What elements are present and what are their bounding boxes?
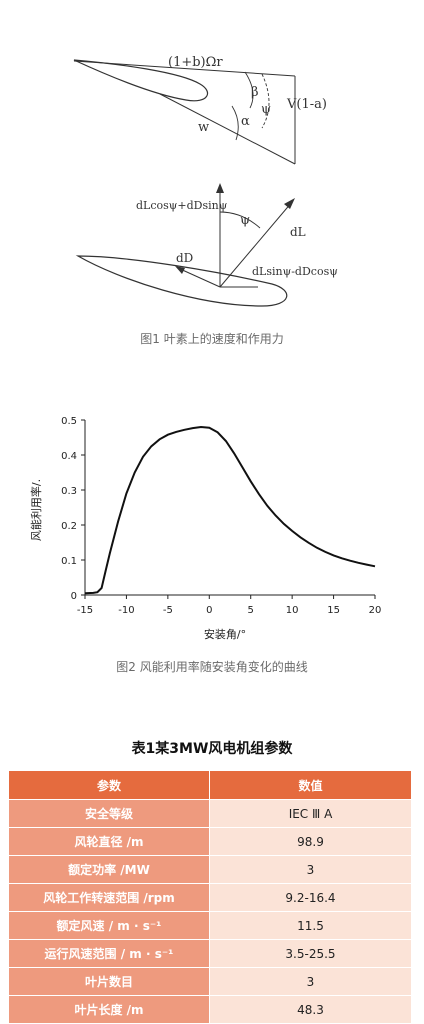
param-cell: 额定风速 / m · s⁻¹ — [8, 911, 210, 940]
lift-arrow — [219, 201, 293, 288]
table-row: 风轮直径 /m 98.9 — [8, 827, 412, 856]
psi-label: ψ — [261, 102, 271, 117]
x-tick-label: -10 — [118, 605, 134, 616]
x-tick-label: -15 — [77, 605, 93, 616]
drag-arrow — [177, 267, 221, 288]
value-cell: IEC Ⅲ A — [209, 799, 412, 828]
beta-arc — [244, 71, 254, 109]
x-tick-label: 0 — [206, 605, 212, 616]
y-axis-label: 风能利用率/. — [29, 479, 43, 541]
value-cell: 3 — [209, 967, 412, 996]
force-tangential-label: dLsinψ-dDcosψ — [252, 265, 338, 278]
param-cell: 叶片长度 /m — [8, 995, 210, 1024]
table-row: 叶片数目 3 — [8, 967, 412, 996]
lower-airfoil — [75, 255, 288, 307]
y-tick-label: 0.3 — [61, 486, 77, 497]
param-cell: 额定功率 /MW — [8, 855, 210, 884]
x-tick-label: 5 — [248, 605, 254, 616]
y-tick-label: 0.2 — [61, 521, 77, 532]
psi-arc — [261, 73, 270, 129]
table-row: 额定风速 / m · s⁻¹ 11.5 — [8, 911, 412, 940]
param-cell: 风轮工作转速范围 /rpm — [8, 883, 210, 912]
power-coefficient-chart: -15 -10 -5 0 5 10 15 20 0 0.1 0.2 0.3 0.4 0.5 安装角/° 风… — [29, 416, 382, 641]
param-cell: 风轮直径 /m — [8, 827, 210, 856]
drag-label: dD — [176, 251, 193, 265]
drag-arrowhead — [175, 266, 185, 274]
lift-label: dL — [290, 225, 306, 239]
table-header-row: 参数 数值 — [8, 770, 412, 800]
y-tick-label: 0.4 — [61, 451, 77, 462]
relative-velocity-label: w — [198, 120, 209, 135]
value-cell: 9.2-16.4 — [209, 883, 412, 912]
force-axial-label: dLcosψ+dDsinψ — [136, 199, 227, 212]
psi2-label: ψ — [240, 213, 250, 228]
figure1-caption: 图1 叶素上的速度和作用力 — [140, 332, 284, 346]
beta-label: β — [251, 85, 259, 100]
header-value: 数值 — [209, 770, 412, 800]
value-cell: 3.5-25.5 — [209, 939, 412, 968]
alpha-label: α — [241, 114, 250, 129]
value-cell: 48.3 — [209, 995, 412, 1024]
blade-element-diagram: (1+b)Ωr V(1-a) w β ψ α dLcosψ+dDsinψ dL … — [73, 55, 338, 307]
x-tick-label: -5 — [163, 605, 173, 616]
alpha-arc — [231, 105, 239, 141]
tangential-label: (1+b)Ωr — [168, 55, 223, 70]
psi2-arc — [219, 211, 261, 229]
x-axis-label: 安装角/° — [204, 627, 246, 641]
table-row: 叶片长度 /m 48.3 — [8, 995, 412, 1024]
table-title: 表1某3MW风电机组参数 — [131, 741, 293, 757]
x-tick-label: 15 — [327, 605, 340, 616]
value-cell: 98.9 — [209, 827, 412, 856]
value-cell: 11.5 — [209, 911, 412, 940]
relative-velocity-line — [159, 93, 296, 165]
header-param: 参数 — [8, 770, 210, 800]
x-tick-label: 10 — [286, 605, 299, 616]
parameter-table: 参数 数值 安全等级 IEC Ⅲ A 风轮直径 /m 98.9 额定功率 /MW 3 … — [8, 770, 412, 1024]
value-cell: 3 — [209, 855, 412, 884]
tangential-velocity-line — [73, 60, 296, 77]
upper-airfoil — [73, 59, 209, 102]
param-cell: 叶片数目 — [8, 967, 210, 996]
table-row: 额定功率 /MW 3 — [8, 855, 412, 884]
y-tick-label: 0.5 — [61, 416, 77, 427]
table-row: 运行风速范围 / m · s⁻¹ 3.5-25.5 — [8, 939, 412, 968]
series-line — [84, 425, 376, 595]
x-tick-label: 20 — [369, 605, 382, 616]
param-cell: 运行风速范围 / m · s⁻¹ — [8, 939, 210, 968]
lift-arrowhead — [284, 198, 295, 209]
axial-label: V(1-a) — [286, 97, 327, 112]
y-tick-label: 0 — [71, 591, 77, 602]
y-tick-label: 0.1 — [61, 556, 77, 567]
force-axial-arrowhead — [216, 183, 224, 193]
table-row: 风轮工作转速范围 /rpm 9.2-16.4 — [8, 883, 412, 912]
figure2-caption: 图2 风能利用率随安装角变化的曲线 — [116, 660, 308, 674]
table-row: 安全等级 IEC Ⅲ A — [8, 799, 412, 828]
param-cell: 安全等级 — [8, 799, 210, 828]
